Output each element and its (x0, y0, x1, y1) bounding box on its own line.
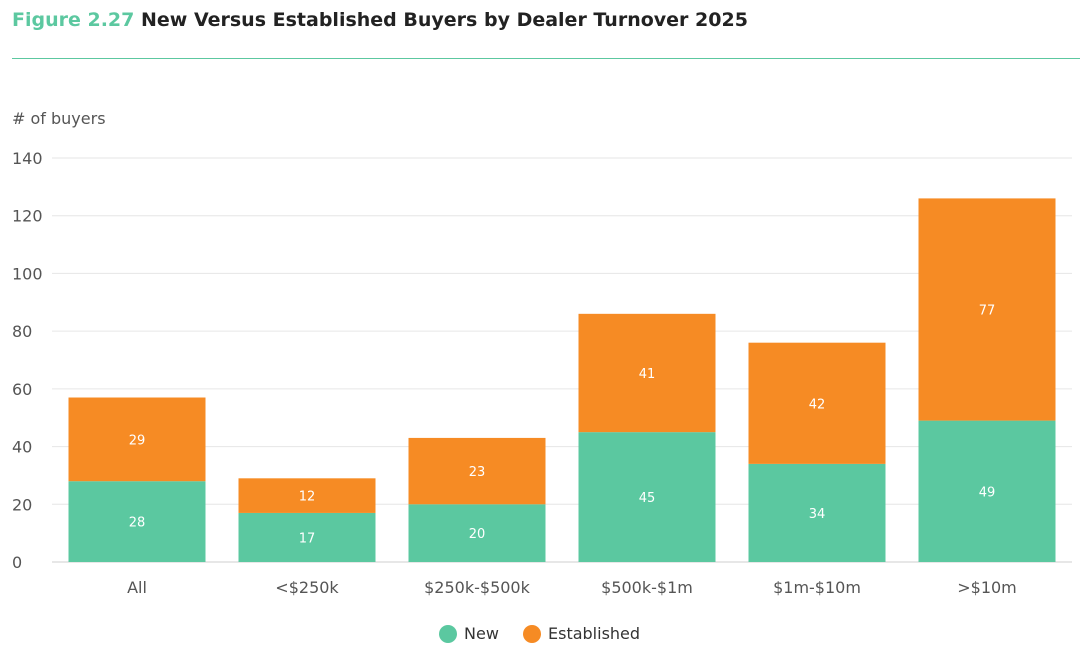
y-tick-label: 0 (12, 553, 22, 572)
x-tick-label: $1m-$10m (773, 578, 861, 597)
x-tick-label: All (127, 578, 147, 597)
bar-value-label: 42 (809, 397, 826, 412)
bar-value-label: 20 (469, 527, 486, 542)
y-tick-label: 100 (12, 264, 43, 283)
bar-established-segment (918, 198, 1056, 421)
legend-label: Established (548, 624, 640, 643)
bar-new-segment (68, 481, 206, 562)
bar-new-segment (918, 420, 1056, 562)
figure-label: Figure 2.27 (12, 9, 135, 31)
bar-value-label: 41 (639, 367, 656, 382)
figure-title: New Versus Established Buyers by Dealer … (141, 9, 748, 31)
bar-value-label: 23 (469, 465, 486, 480)
x-tick-label: <$250k (275, 578, 339, 597)
bar-value-label: 49 (979, 485, 996, 500)
legend-item-new: New (439, 624, 499, 643)
bar-value-label: 17 (299, 531, 316, 546)
bar-new-segment (748, 463, 886, 562)
y-tick-label: 60 (12, 380, 32, 399)
bars: 28 29 17 12 20 23 45 41 34 42 49 77 (68, 198, 1056, 562)
bar-value-label: 28 (129, 516, 146, 531)
legend-label: New (464, 624, 499, 643)
x-tick-label: $500k-$1m (601, 578, 693, 597)
y-axis-label: # of buyers (12, 109, 106, 128)
bar-established-segment (238, 478, 376, 513)
y-tick-label: 40 (12, 438, 32, 457)
x-tick-label: >$10m (957, 578, 1017, 597)
x-tick-label: $250k-$500k (424, 578, 530, 597)
legend: New Established (439, 624, 640, 643)
y-tick-label: 140 (12, 149, 43, 168)
bar-new-segment (408, 504, 546, 562)
x-axis-ticks: All <$250k $250k-$500k $500k-$1m $1m-$10m >$1… (127, 578, 1017, 597)
bar-value-label: 29 (129, 433, 146, 448)
legend-swatch (439, 625, 457, 643)
bar-value-label: 12 (299, 490, 316, 505)
bar-established-segment (408, 437, 546, 505)
bar-established-segment (68, 397, 206, 482)
y-tick-label: 20 (12, 495, 32, 514)
bar-value-label: 77 (979, 304, 996, 319)
bar-value-label: 45 (639, 491, 656, 506)
header-divider (12, 58, 1080, 59)
bar-value-label: 34 (809, 507, 826, 522)
y-tick-label: 80 (12, 322, 32, 341)
bar-new-segment (578, 432, 716, 562)
bar-established-segment (748, 342, 886, 464)
bar-established-segment (578, 313, 716, 433)
y-tick-label: 120 (12, 207, 43, 226)
bar-new-segment (238, 512, 376, 562)
figure-header: Figure 2.27 New Versus Established Buyer… (12, 4, 1072, 36)
y-axis-ticks: 0 20 40 60 80 100 120 140 (12, 149, 43, 572)
gridlines (52, 157, 1072, 563)
legend-item-established: Established (523, 624, 640, 643)
legend-swatch (523, 625, 541, 643)
